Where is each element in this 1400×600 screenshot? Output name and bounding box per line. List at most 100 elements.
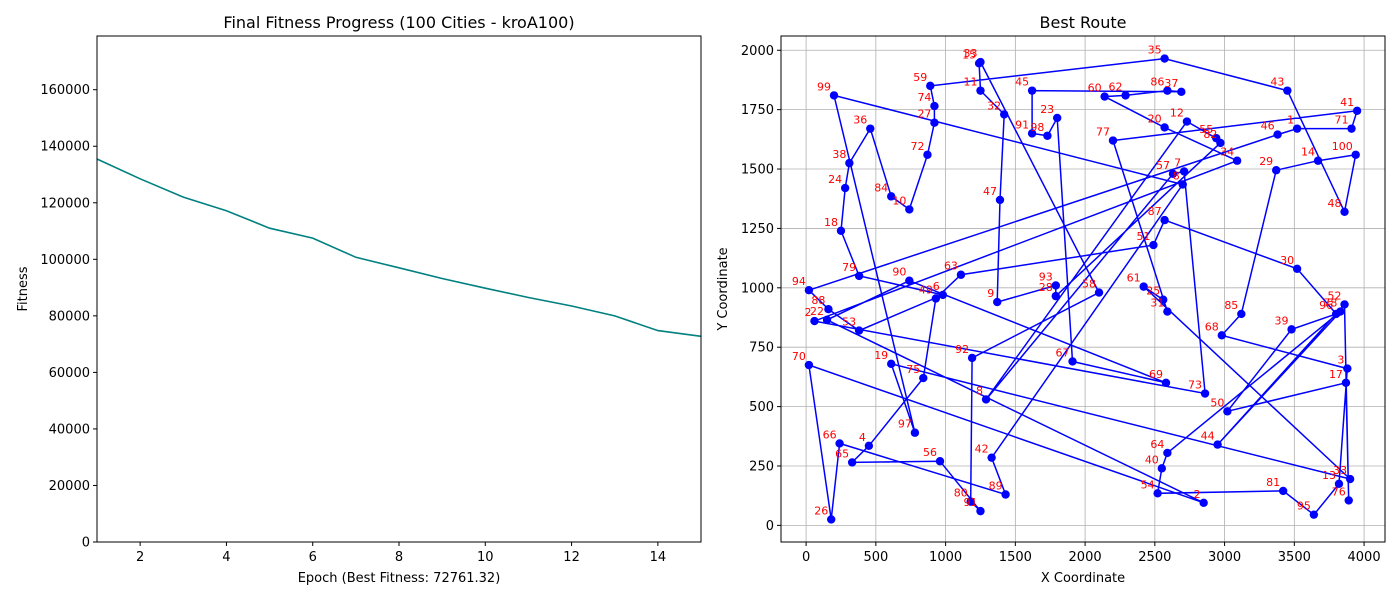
city-point [866,124,875,133]
city-label: 56 [923,446,937,459]
x-tick-label: 14 [650,550,667,565]
x-tick-label: 2500 [1138,550,1171,565]
city-point [1182,117,1192,126]
fitness-line [96,158,702,338]
city-label: 51 [1136,230,1150,243]
city-label: 20 [1148,112,1162,125]
route-axes-frame [780,35,1386,543]
city-point [829,91,839,100]
city-label: 15 [962,48,976,61]
city-label: 91 [1015,118,1029,131]
city-point [974,59,984,68]
x-tick-label: 0 [802,550,810,565]
city-point [976,86,985,95]
y-tick-label: 60000 [49,366,90,381]
city-label: 64 [1150,438,1164,451]
city-point [847,458,857,467]
route-labels: 9488536999719337029631795137633813952784… [792,44,1354,518]
city-point [1313,156,1323,165]
city-point [993,297,1002,307]
city-point [1309,510,1319,519]
city-label: 25 [1146,285,1160,298]
city-point [1100,92,1109,101]
city-label: 61 [1127,272,1141,285]
city-label: 37 [1164,77,1178,90]
city-point [824,304,833,314]
city-label: 81 [1266,476,1280,489]
city-label: 9 [987,287,994,300]
city-point [1094,288,1104,297]
y-tick-label: 0 [766,519,774,534]
city-label: 92 [955,343,969,356]
city-label: 40 [1145,453,1159,466]
fitness-axes-frame [96,35,702,543]
city-point [1344,496,1353,505]
city-label: 22 [810,305,824,318]
city-point [810,316,819,326]
city-point [1027,86,1037,95]
city-label: 2 [804,306,811,319]
y-tick-label: 160000 [40,83,90,98]
route-x-label: X Coordinate [1041,571,1125,586]
x-tick-label: 12 [563,550,580,565]
x-tick-label: 1500 [999,550,1032,565]
city-point [1153,489,1162,498]
city-point [804,360,814,370]
y-tick-label: 20000 [49,479,90,494]
x-tick-label: 3000 [1208,550,1241,565]
city-label: 97 [898,418,912,431]
city-label: 76 [1332,485,1346,498]
city-label: 19 [874,349,888,362]
city-point [1271,166,1281,175]
city-label: 33 [1333,464,1347,477]
city-point [1149,240,1158,250]
city-point [919,373,928,383]
city-point [956,270,966,279]
y-tick-label: 80000 [49,309,90,324]
city-point [1200,389,1210,398]
city-point [1273,130,1282,139]
city-point [1108,136,1118,145]
city-label: 84 [874,181,888,194]
city-label: 42 [975,443,989,456]
city-label: 44 [1201,430,1215,443]
y-tick-label: 40000 [49,422,90,437]
city-point [886,359,896,369]
city-label: 74 [917,91,931,104]
city-point [981,395,991,404]
city-label: 55 [1199,123,1213,136]
city-point [1051,291,1060,301]
city-label: 4 [859,431,866,444]
city-label: 43 [1270,76,1284,89]
city-point [935,457,945,466]
city-point [1351,150,1360,159]
x-tick-label: 4 [222,550,230,565]
city-label: 52 [1328,289,1342,302]
x-tick-label: 10 [477,550,494,565]
city-point [1340,207,1349,216]
city-point [1161,378,1171,388]
city-point [1043,131,1052,140]
city-point [1027,129,1037,138]
city-point [1347,124,1356,133]
fitness-chart-title: Final Fitness Progress (100 Cities - kro… [223,13,574,32]
city-point [854,271,864,281]
city-point [1001,490,1010,499]
city-label: 57 [1156,159,1170,172]
city-label: 86 [1150,76,1164,89]
city-label: 38 [832,148,846,161]
city-label: 18 [824,216,838,229]
y-tick-label: 100000 [40,253,90,268]
city-point [1160,54,1169,63]
city-point [854,326,864,335]
city-label: 10 [892,194,906,207]
city-label: 98 [1030,121,1044,134]
y-tick-label: 1750 [741,103,774,118]
city-label: 96 [1319,299,1333,312]
city-point [1237,309,1246,319]
city-point [1199,498,1208,508]
x-tick-label: 8 [395,550,403,565]
city-point [1157,464,1167,473]
city-point [1217,331,1226,340]
city-label: 30 [1280,254,1294,267]
